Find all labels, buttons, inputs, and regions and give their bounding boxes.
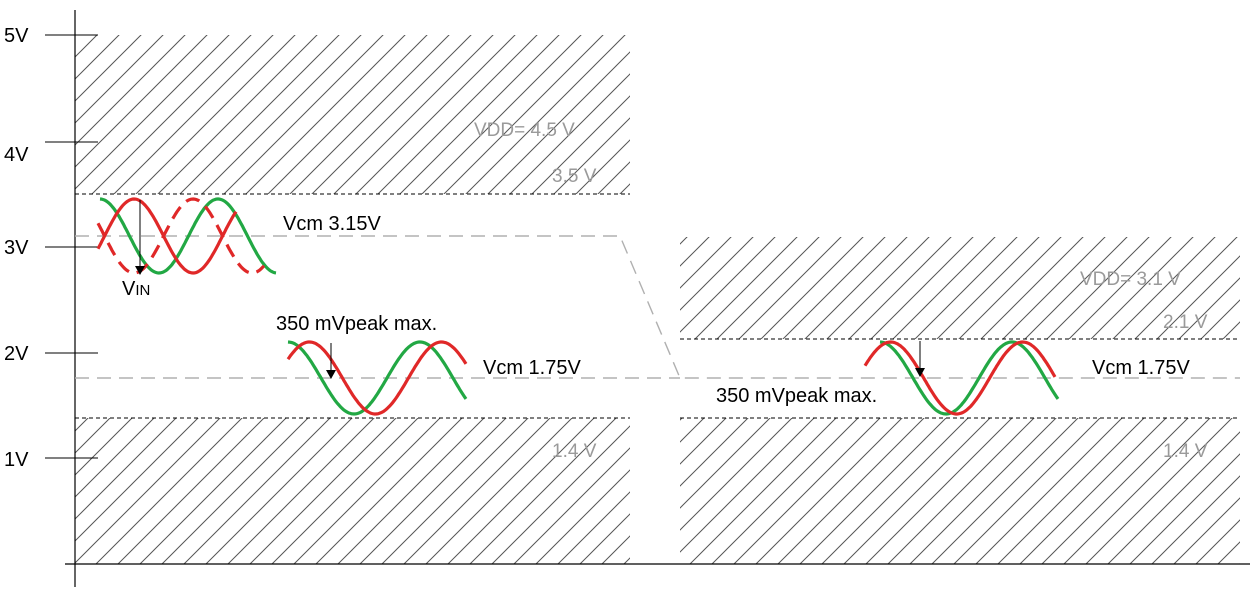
left-output-vcm-label: Vcm 1.75V [483, 357, 581, 379]
left-output-amplitude-arrow [326, 343, 336, 379]
vcm-common-mode-path [75, 235, 1240, 379]
right-vdd-label: VDD= 3.1 V [1080, 269, 1181, 290]
left-input-negative-wave [99, 197, 277, 275]
tick-label-5v: 5V [4, 25, 29, 47]
left-upper-limit-label: 3.5 V [552, 166, 597, 187]
waveforms [96, 197, 1060, 416]
vin-amplitude-arrow [135, 200, 145, 275]
left-input-positive-wave-solid [96, 197, 238, 275]
right-upper-limit-label: 2.1 V [1163, 312, 1208, 333]
right-vcm-label: Vcm 1.75V [1092, 357, 1190, 379]
tick-label-3v: 3V [4, 237, 29, 259]
right-output-amplitude-arrow [915, 341, 925, 377]
vin-label: VIN [122, 278, 150, 300]
right-lower-limit-label: 1.4 V [1163, 441, 1208, 462]
left-output-positive-wave [286, 340, 468, 416]
tick-label-1v: 1V [4, 449, 29, 471]
tick-label-2v: 2V [4, 343, 29, 365]
vin-label-subscript: IN [135, 282, 150, 299]
left-lower-limit-label: 1.4 V [552, 441, 597, 462]
right-swing-label: 350 mVpeak max. [716, 385, 877, 407]
left-swing-label: 350 mVpeak max. [276, 313, 437, 335]
left-output-negative-wave [287, 340, 468, 416]
left-input-positive-wave-dashed [96, 197, 266, 275]
tick-label-4v: 4V [4, 144, 29, 166]
right-upper-hatch-region [680, 237, 1240, 339]
right-output-negative-wave [879, 340, 1060, 416]
y-axis-tick-labels: 5V 4V 3V 2V 1V [4, 25, 29, 471]
vin-label-main: V [122, 278, 136, 300]
left-input-vcm-label: Vcm 3.15V [283, 213, 381, 235]
left-lower-hatch-region [75, 418, 630, 564]
right-output-positive-wave [863, 340, 1057, 416]
left-vdd-label: VDD= 4.5 V [474, 120, 575, 141]
left-upper-hatch-region [75, 35, 630, 194]
y-axis-ticks [45, 34, 98, 459]
right-lower-hatch-region [680, 418, 1240, 564]
